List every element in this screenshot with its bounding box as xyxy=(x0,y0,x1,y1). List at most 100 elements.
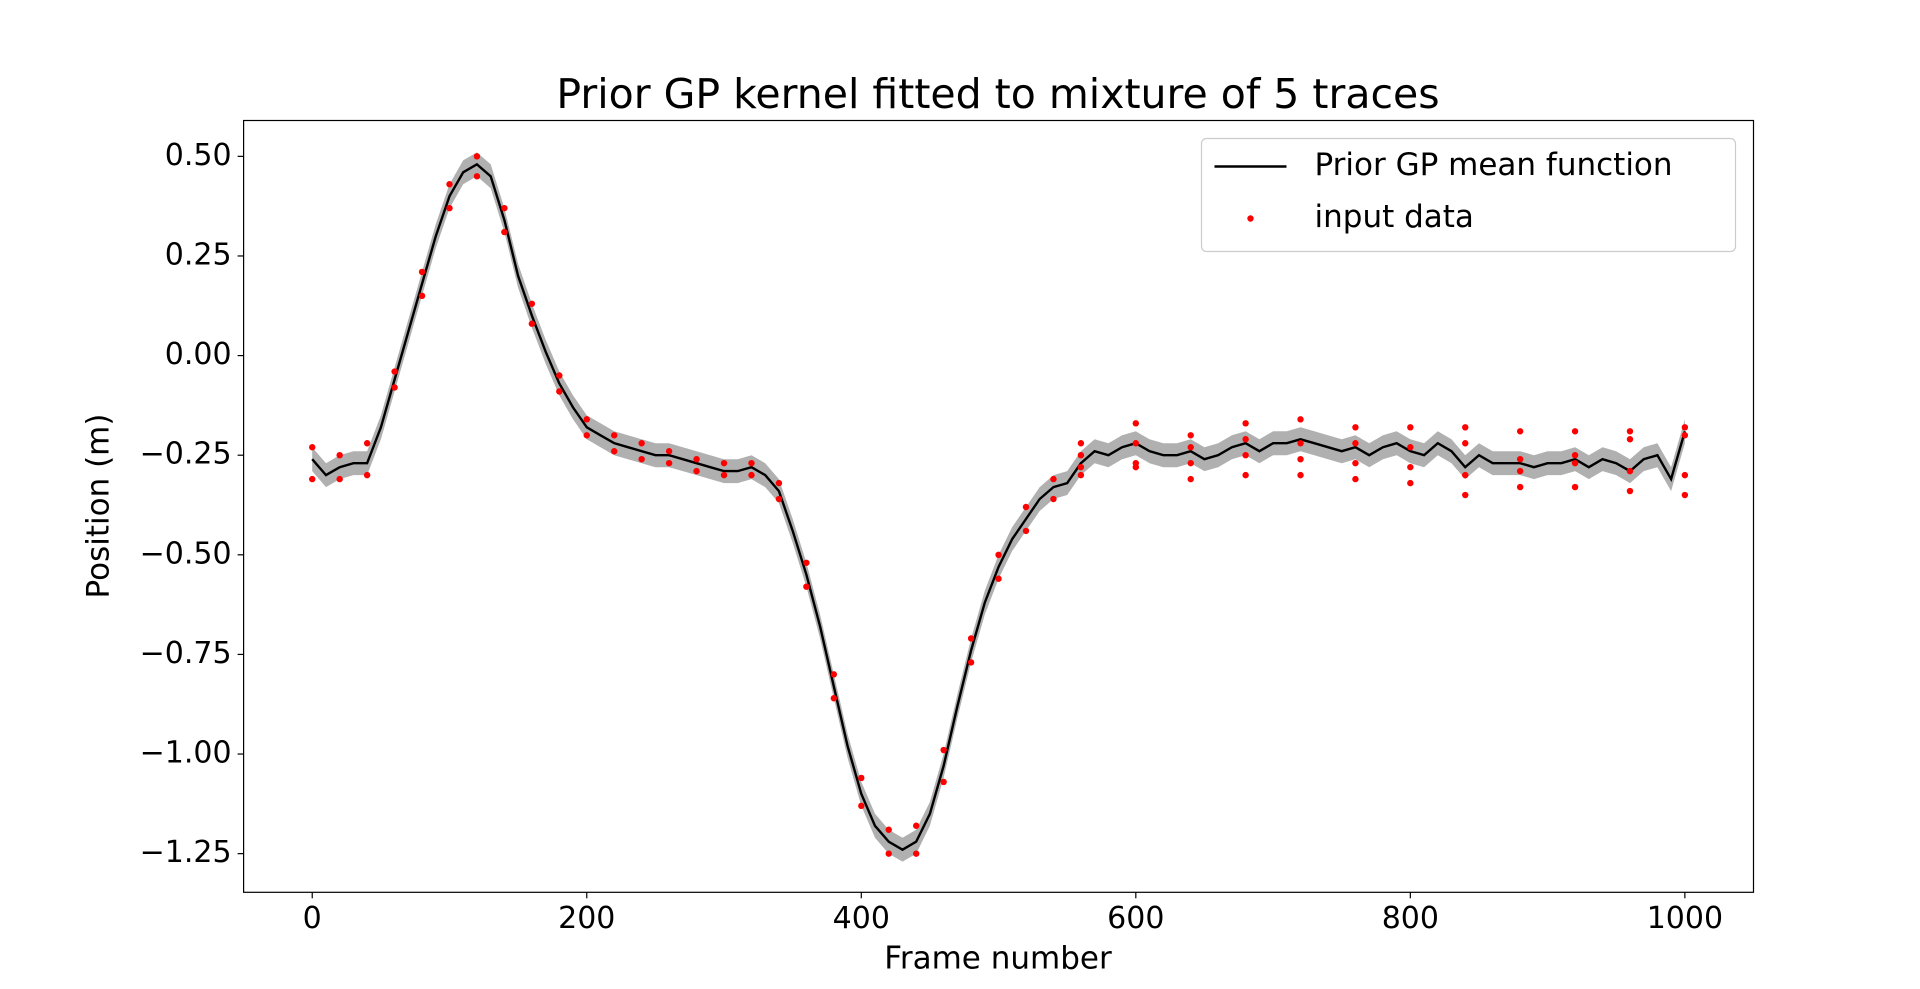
data-point xyxy=(1681,491,1689,499)
data-point xyxy=(363,440,371,447)
data-point xyxy=(665,459,673,467)
x-tick-label: 800 xyxy=(1382,901,1439,936)
data-point xyxy=(473,173,481,180)
data-point xyxy=(1242,436,1249,443)
data-point xyxy=(1132,440,1140,447)
data-point xyxy=(1050,475,1057,483)
data-point xyxy=(446,204,453,212)
data-point xyxy=(720,459,728,467)
data-point xyxy=(1407,479,1414,487)
data-point xyxy=(1297,455,1304,463)
x-tick-label: 200 xyxy=(558,901,615,936)
data-point xyxy=(1352,459,1359,467)
data-point xyxy=(1571,451,1579,459)
data-point xyxy=(748,471,755,479)
data-point xyxy=(1187,432,1194,439)
data-point xyxy=(1022,527,1030,535)
data-point xyxy=(1462,440,1469,447)
data-point xyxy=(1077,440,1085,447)
data-point xyxy=(748,459,755,467)
data-point xyxy=(473,153,481,160)
data-point xyxy=(1297,416,1304,423)
data-point xyxy=(336,451,343,459)
data-point xyxy=(775,495,783,503)
data-point xyxy=(775,479,783,487)
plot-area xyxy=(309,152,1689,862)
data-point xyxy=(638,455,645,463)
data-point xyxy=(1077,451,1085,459)
data-point xyxy=(1242,451,1249,459)
data-point xyxy=(1132,420,1140,427)
data-point xyxy=(1681,432,1689,439)
plot-frame xyxy=(243,119,1755,893)
data-point xyxy=(1352,475,1359,483)
chart-title: Prior GP kernel fitted to mixture of 5 t… xyxy=(556,70,1439,118)
data-point xyxy=(858,802,865,810)
data-point xyxy=(611,432,618,439)
data-point xyxy=(1077,471,1085,479)
data-point xyxy=(940,778,947,786)
data-point xyxy=(830,695,838,702)
data-point xyxy=(1407,444,1414,451)
data-point xyxy=(995,551,1002,559)
data-point xyxy=(611,448,618,455)
data-point xyxy=(1681,424,1689,431)
data-point xyxy=(885,850,892,857)
y-tick-label: −0.50 xyxy=(140,536,232,571)
x-tick-label: 1000 xyxy=(1647,901,1723,936)
data-point xyxy=(583,432,590,439)
data-point xyxy=(1022,503,1030,511)
data-point xyxy=(858,774,865,782)
data-point xyxy=(1571,459,1579,467)
data-point xyxy=(1462,424,1469,431)
data-point xyxy=(391,384,398,391)
y-tick-label: −0.25 xyxy=(140,437,232,472)
x-tick-label: 400 xyxy=(833,901,890,936)
mean-line xyxy=(311,162,1687,852)
data-point xyxy=(418,268,426,276)
data-point xyxy=(1352,440,1359,447)
x-tick-label: 600 xyxy=(1107,901,1164,936)
data-point xyxy=(967,659,975,666)
data-point xyxy=(1516,428,1524,435)
data-point xyxy=(885,826,892,833)
data-point xyxy=(1297,440,1304,447)
data-point xyxy=(638,440,645,447)
legend: Prior GP mean function input data xyxy=(1200,137,1737,253)
data-point xyxy=(1571,428,1579,435)
data-point xyxy=(1077,463,1085,471)
data-point xyxy=(501,228,508,236)
data-point xyxy=(1626,436,1634,443)
data-point xyxy=(556,372,563,379)
data-point xyxy=(336,475,343,483)
data-point xyxy=(1132,463,1140,471)
data-point xyxy=(418,292,426,300)
y-tick-label: −0.75 xyxy=(140,636,232,671)
data-point xyxy=(1407,463,1414,471)
data-point xyxy=(803,583,810,590)
data-point xyxy=(995,575,1002,582)
x-axis-label: Frame number xyxy=(884,941,1112,977)
legend-box xyxy=(1200,137,1737,253)
data-point xyxy=(940,746,947,754)
data-point xyxy=(501,204,508,212)
data-point xyxy=(446,181,453,188)
data-point xyxy=(1681,471,1689,479)
legend-marker xyxy=(1247,215,1254,222)
data-point xyxy=(830,671,838,678)
data-point xyxy=(391,368,398,375)
data-point xyxy=(528,320,536,327)
data-point xyxy=(1187,475,1194,483)
data-point xyxy=(1516,467,1524,475)
legend-label: Prior GP mean function xyxy=(1315,147,1673,183)
data-point xyxy=(528,300,536,307)
y-tick-label: 0.25 xyxy=(165,237,232,272)
data-point xyxy=(1462,471,1469,479)
confidence-band xyxy=(312,152,1685,862)
data-point xyxy=(967,635,975,642)
y-tick-label: 0.00 xyxy=(165,337,232,372)
y-axis-label: Position (m) xyxy=(81,414,117,599)
data-point xyxy=(556,388,563,395)
